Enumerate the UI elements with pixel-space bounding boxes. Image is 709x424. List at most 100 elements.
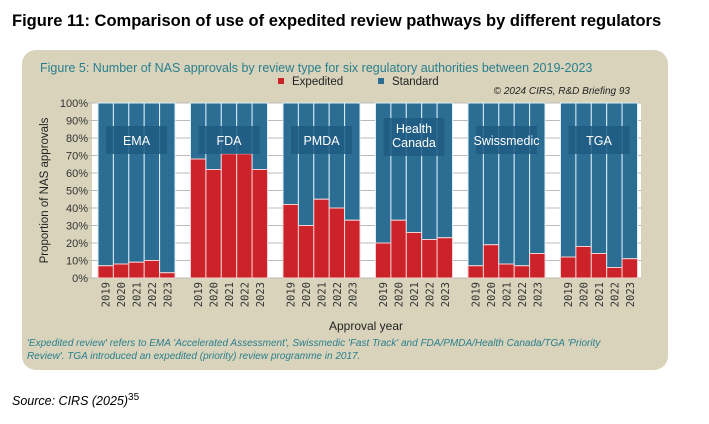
y-tick-label: 30% — [66, 221, 88, 233]
legend-label-expedited: Expedited — [292, 76, 343, 88]
x-tick-label: 2019 — [101, 282, 113, 307]
bar-expedited-pmda-2023 — [344, 219, 361, 279]
bar-standard-pmda-2020 — [297, 102, 315, 226]
bar-expedited-pmda-2019 — [282, 204, 299, 279]
bar-expedited-swissmedic-2023 — [529, 253, 546, 279]
x-tick-label: 2020 — [301, 282, 313, 307]
y-tick-label: 20% — [66, 238, 88, 250]
bar-expedited-tga-2023 — [621, 258, 638, 279]
x-tick-label: 2022 — [239, 282, 251, 307]
bar-expedited-fda-2023 — [251, 169, 269, 279]
bar-expedited-ema-2021 — [128, 261, 145, 279]
figure-heading: Figure 11: Comparison of use of expedite… — [12, 12, 662, 30]
chart-footnote: Review'. TGA introduced an expedited (pr… — [27, 351, 360, 362]
group-label-box-ema — [106, 126, 167, 154]
bar-expedited-ema-2023 — [159, 272, 176, 279]
x-tick-label: 2021 — [317, 282, 329, 307]
x-tick-label: 2021 — [132, 282, 144, 307]
chart-footnote: 'Expedited review' refers to EMA 'Accele… — [27, 338, 601, 349]
legend-swatch-expedited — [278, 78, 284, 84]
bar-expedited-health-canada-2021 — [405, 232, 423, 279]
bar-expedited-tga-2019 — [560, 256, 577, 279]
bar-standard-pmda-2023 — [344, 102, 361, 221]
x-tick-label: 2019 — [286, 282, 298, 307]
y-tick-label: 60% — [66, 168, 88, 180]
group-label-tga: TGA — [586, 134, 612, 148]
x-tick-label: 2020 — [116, 282, 128, 307]
x-tick-label: 2019 — [193, 282, 205, 307]
bar-expedited-fda-2019 — [190, 158, 207, 279]
y-tick-label: 70% — [66, 151, 88, 163]
bar-expedited-fda-2020 — [205, 169, 222, 279]
bar-expedited-swissmedic-2020 — [482, 244, 500, 279]
group-label-box-pmda — [291, 126, 352, 154]
y-tick-label: 50% — [66, 186, 88, 198]
x-tick-label: 2022 — [147, 282, 159, 307]
x-tick-label: 2022 — [424, 282, 436, 307]
bar-expedited-ema-2019 — [97, 265, 114, 279]
x-axis-label: Approval year — [329, 319, 403, 333]
bar-expedited-pmda-2020 — [297, 225, 315, 279]
bar-expedited-pmda-2022 — [328, 207, 346, 279]
bar-expedited-tga-2022 — [606, 267, 623, 279]
bar-expedited-fda-2021 — [220, 153, 238, 279]
x-tick-label: 2023 — [440, 282, 452, 307]
group-label-swissmedic: Swissmedic — [474, 134, 540, 148]
x-tick-label: 2020 — [209, 282, 221, 307]
bar-expedited-swissmedic-2021 — [498, 263, 515, 279]
x-tick-label: 2021 — [594, 282, 606, 307]
bar-expedited-health-canada-2022 — [421, 239, 438, 279]
bar-standard-tga-2021 — [590, 102, 608, 254]
y-tick-label: 0% — [72, 273, 88, 285]
bar-standard-swissmedic-2020 — [482, 102, 500, 246]
bar-standard-swissmedic-2023 — [529, 102, 546, 254]
source-text: Source: CIRS (2025) — [12, 394, 129, 409]
x-tick-label: 2020 — [486, 282, 498, 307]
y-tick-label: 10% — [66, 256, 88, 268]
y-axis-label: Proportion of NAS approvals — [39, 117, 51, 263]
bar-expedited-tga-2021 — [590, 253, 608, 279]
bar-expedited-ema-2020 — [112, 263, 130, 279]
bar-expedited-pmda-2021 — [313, 198, 330, 279]
group-label-ema: EMA — [123, 134, 151, 148]
x-tick-label: 2022 — [517, 282, 529, 307]
group-label-fda: FDA — [217, 134, 243, 148]
x-tick-label: 2021 — [224, 282, 236, 307]
x-tick-label: 2022 — [332, 282, 344, 307]
legend-swatch-standard — [378, 78, 384, 84]
bar-standard-pmda-2022 — [328, 102, 346, 209]
bar-expedited-tga-2020 — [575, 246, 592, 279]
group-label-pmda: PMDA — [303, 134, 340, 148]
chart-title: Figure 5: Number of NAS approvals by rev… — [40, 61, 592, 75]
bar-expedited-health-canada-2020 — [390, 219, 407, 279]
x-tick-label: 2021 — [502, 282, 514, 307]
bar-expedited-fda-2022 — [236, 153, 253, 279]
x-tick-label: 2023 — [625, 282, 637, 307]
bar-expedited-health-canada-2019 — [375, 242, 392, 279]
bar-expedited-ema-2022 — [143, 260, 161, 279]
group-label-box-swissmedic — [476, 126, 537, 154]
y-tick-label: 40% — [66, 203, 88, 215]
y-tick-label: 90% — [66, 116, 88, 128]
x-tick-label: 2020 — [579, 282, 591, 307]
y-tick-label: 80% — [66, 133, 88, 145]
x-tick-label: 2019 — [471, 282, 483, 307]
x-tick-label: 2021 — [409, 282, 421, 307]
group-label-box-health-canada — [383, 118, 445, 156]
x-tick-label: 2023 — [255, 282, 267, 307]
x-tick-label: 2020 — [394, 282, 406, 307]
group-label-health-canada: Canada — [392, 136, 436, 150]
source-note: Source: CIRS (2025)35 — [12, 392, 139, 408]
group-label-box-fda — [198, 126, 260, 154]
group-label-box-tga — [568, 126, 630, 154]
x-tick-label: 2023 — [162, 282, 174, 307]
bar-expedited-swissmedic-2022 — [513, 265, 531, 279]
group-label-health-canada: Health — [396, 122, 432, 136]
legend-label-standard: Standard — [392, 76, 439, 88]
bar-expedited-swissmedic-2019 — [467, 265, 484, 279]
bar-standard-tga-2020 — [575, 102, 592, 247]
chart-copyright: © 2024 CIRS, R&D Briefing 93 — [494, 86, 631, 97]
bar-expedited-health-canada-2023 — [436, 237, 454, 279]
x-tick-label: 2019 — [378, 282, 390, 307]
